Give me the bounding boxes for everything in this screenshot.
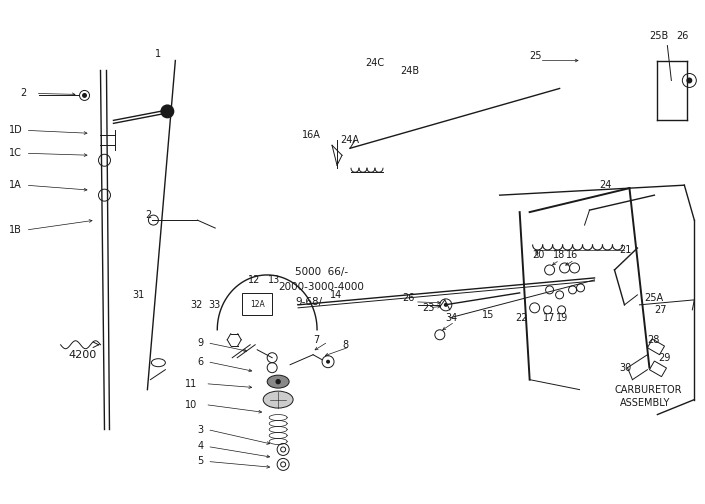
Text: 26: 26 <box>676 31 689 41</box>
Text: 30: 30 <box>620 363 632 372</box>
Text: 10: 10 <box>185 400 197 410</box>
Text: CARBURETOR: CARBURETOR <box>615 385 682 395</box>
Text: 11: 11 <box>185 379 197 389</box>
Circle shape <box>82 93 87 98</box>
Text: 2000-3000-4000: 2000-3000-4000 <box>278 282 364 292</box>
Text: 25B: 25B <box>649 31 668 41</box>
Bar <box>649 361 666 376</box>
Bar <box>647 339 665 355</box>
Text: 20: 20 <box>533 250 545 260</box>
Text: 7: 7 <box>313 335 319 345</box>
Text: 32: 32 <box>190 300 203 310</box>
Text: ASSEMBLY: ASSEMBLY <box>620 398 670 408</box>
Text: 1B: 1B <box>8 225 22 235</box>
Circle shape <box>687 78 692 84</box>
Text: 24A: 24A <box>340 135 359 145</box>
Text: 14: 14 <box>330 290 343 300</box>
Text: 5: 5 <box>197 457 204 466</box>
Text: 25: 25 <box>529 50 542 60</box>
Text: 19: 19 <box>556 313 568 323</box>
Text: 3: 3 <box>197 424 204 434</box>
Text: 6: 6 <box>197 357 204 367</box>
Text: 1A: 1A <box>8 180 21 190</box>
Text: 2: 2 <box>20 88 27 98</box>
Circle shape <box>326 360 330 364</box>
Text: 33: 33 <box>208 300 221 310</box>
Text: 22: 22 <box>515 313 528 323</box>
Text: 2: 2 <box>145 210 152 220</box>
Text: 26: 26 <box>402 293 415 303</box>
Text: 1: 1 <box>155 48 161 58</box>
Text: 23: 23 <box>422 303 434 313</box>
Text: 24C: 24C <box>365 57 384 68</box>
Text: 1C: 1C <box>8 148 22 158</box>
Text: 28: 28 <box>647 335 660 345</box>
Text: 13: 13 <box>268 275 281 285</box>
Text: 27: 27 <box>654 305 667 315</box>
Text: 17: 17 <box>543 313 555 323</box>
Text: 21: 21 <box>620 245 632 255</box>
Text: 5000  66/-: 5000 66/- <box>295 267 348 277</box>
Text: 9-68/-: 9-68/- <box>295 297 326 307</box>
Ellipse shape <box>267 375 289 388</box>
Text: 29: 29 <box>658 353 670 363</box>
Circle shape <box>160 104 174 118</box>
Text: 16A: 16A <box>302 131 321 140</box>
Text: 18: 18 <box>553 250 565 260</box>
Circle shape <box>444 303 448 307</box>
Text: 9: 9 <box>197 338 204 348</box>
Text: 15: 15 <box>482 310 494 320</box>
Text: 1D: 1D <box>8 125 23 136</box>
Circle shape <box>276 380 280 384</box>
Text: 34: 34 <box>445 313 457 323</box>
Text: 25A: 25A <box>644 293 663 303</box>
Text: 16: 16 <box>565 250 578 260</box>
Text: 24: 24 <box>599 180 612 190</box>
Text: 4200: 4200 <box>68 350 97 360</box>
Text: 12: 12 <box>248 275 261 285</box>
Bar <box>243 293 272 315</box>
Text: 8: 8 <box>342 340 348 350</box>
Text: 24B: 24B <box>400 66 419 76</box>
Text: 4: 4 <box>197 442 204 452</box>
Ellipse shape <box>263 391 293 408</box>
Text: 12A: 12A <box>250 300 265 309</box>
Text: 31: 31 <box>133 290 145 300</box>
